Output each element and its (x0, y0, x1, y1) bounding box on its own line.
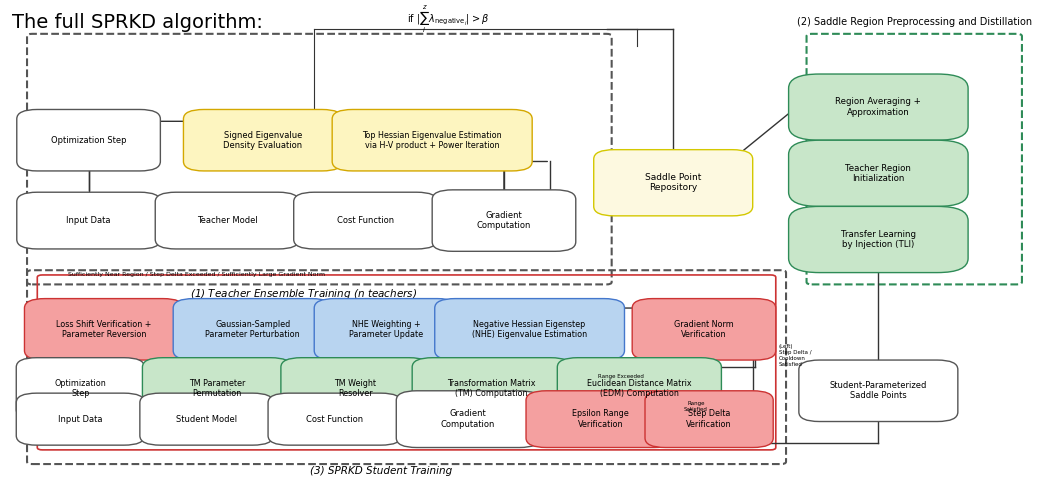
FancyBboxPatch shape (633, 298, 776, 360)
FancyBboxPatch shape (17, 109, 161, 171)
Text: NHE Weighting +
Parameter Update: NHE Weighting + Parameter Update (348, 320, 423, 339)
FancyBboxPatch shape (593, 150, 753, 216)
Text: Range Exceeded: Range Exceeded (598, 374, 644, 379)
Text: Input Data: Input Data (67, 216, 111, 225)
FancyBboxPatch shape (143, 358, 291, 419)
FancyBboxPatch shape (435, 298, 624, 360)
Text: Loss Shift Verification +
Parameter Reversion: Loss Shift Verification + Parameter Reve… (56, 320, 152, 339)
Text: Range
Satisfied: Range Satisfied (684, 401, 708, 412)
FancyBboxPatch shape (789, 140, 968, 206)
Text: Student Model: Student Model (176, 415, 238, 424)
FancyBboxPatch shape (789, 74, 968, 140)
FancyBboxPatch shape (268, 393, 401, 445)
Text: TM Parameter
Permutation: TM Parameter Permutation (189, 379, 245, 398)
FancyBboxPatch shape (16, 393, 145, 445)
FancyBboxPatch shape (24, 298, 184, 360)
Text: TM Weight
Resolver: TM Weight Resolver (335, 379, 376, 398)
FancyBboxPatch shape (17, 192, 161, 249)
FancyBboxPatch shape (798, 360, 958, 422)
Text: Gradient
Computation: Gradient Computation (477, 211, 531, 230)
FancyBboxPatch shape (558, 358, 721, 419)
Text: (3) SPRKD Student Training: (3) SPRKD Student Training (309, 467, 452, 476)
Text: Top Hessian Eigenvalue Estimation
via H-V product + Power Iteration: Top Hessian Eigenvalue Estimation via H-… (362, 131, 502, 150)
Text: Step Delta
Verification: Step Delta Verification (686, 409, 732, 429)
FancyBboxPatch shape (294, 192, 437, 249)
FancyBboxPatch shape (155, 192, 299, 249)
Text: Gaussian-Sampled
Parameter Perturbation: Gaussian-Sampled Parameter Perturbation (205, 320, 300, 339)
Text: Teacher Region
Initialization: Teacher Region Initialization (846, 163, 911, 183)
Text: Epsilon Range
Verification: Epsilon Range Verification (572, 409, 628, 429)
FancyBboxPatch shape (281, 358, 430, 419)
Text: The full SPRKD algorithm:: The full SPRKD algorithm: (12, 13, 263, 31)
Text: Signed Eigenvalue
Density Evaluation: Signed Eigenvalue Density Evaluation (224, 131, 302, 150)
Text: Negative Hessian Eigenstep
(NHE) Eigenvalue Estimation: Negative Hessian Eigenstep (NHE) Eigenva… (472, 320, 587, 339)
FancyBboxPatch shape (184, 109, 342, 171)
FancyBboxPatch shape (789, 206, 968, 273)
FancyBboxPatch shape (315, 298, 458, 360)
Text: Cost Function: Cost Function (306, 415, 363, 424)
Text: Optimization Step: Optimization Step (51, 136, 127, 145)
Text: Transformation Matrix
(TM) Computation: Transformation Matrix (TM) Computation (448, 379, 535, 398)
FancyBboxPatch shape (139, 393, 274, 445)
Text: Cost Function: Cost Function (337, 216, 394, 225)
FancyBboxPatch shape (16, 358, 145, 419)
Text: Optimization
Step: Optimization Step (55, 379, 107, 398)
Text: (2) Saddle Region Preprocessing and Distillation: (2) Saddle Region Preprocessing and Dist… (796, 17, 1032, 27)
FancyBboxPatch shape (333, 109, 532, 171)
Text: Gradient Norm
Verification: Gradient Norm Verification (674, 320, 734, 339)
Text: (Left)
Step Delta /
Cooldown
Satisfied: (Left) Step Delta / Cooldown Satisfied (779, 344, 811, 366)
FancyBboxPatch shape (432, 190, 576, 251)
FancyBboxPatch shape (396, 391, 540, 447)
Text: Teacher Model: Teacher Model (196, 216, 258, 225)
FancyBboxPatch shape (173, 298, 333, 360)
Text: Input Data: Input Data (58, 415, 102, 424)
Text: Region Averaging +
Approximation: Region Averaging + Approximation (835, 97, 921, 117)
Text: (1) Teacher Ensemble Training ($n$ teachers): (1) Teacher Ensemble Training ($n$ teach… (190, 287, 417, 301)
Text: Gradient
Computation: Gradient Computation (441, 409, 495, 429)
Text: Euclidean Distance Matrix
(EDM) Computation: Euclidean Distance Matrix (EDM) Computat… (587, 379, 692, 398)
Text: if $|\sum_{i}^{z} \lambda_{\mathrm{negative}_i}| > \beta$: if $|\sum_{i}^{z} \lambda_{\mathrm{negat… (407, 4, 489, 35)
Text: Transfer Learning
by Injection (TLI): Transfer Learning by Injection (TLI) (841, 230, 916, 249)
FancyBboxPatch shape (526, 391, 675, 447)
Text: Saddle Point
Repository: Saddle Point Repository (645, 173, 701, 192)
Text: Sufficiently Near Region / Step Delta Exceeded / Sufficiently Large Gradient Nor: Sufficiently Near Region / Step Delta Ex… (68, 272, 325, 277)
FancyBboxPatch shape (645, 391, 773, 447)
FancyBboxPatch shape (412, 358, 571, 419)
Text: Student-Parameterized
Saddle Points: Student-Parameterized Saddle Points (830, 381, 927, 401)
